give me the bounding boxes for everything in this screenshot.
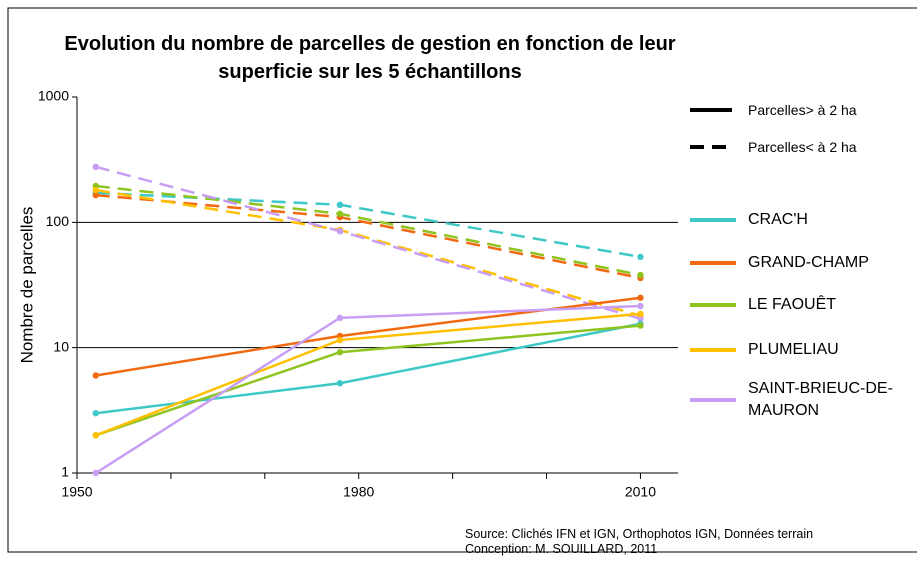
source: Conception: M. SOUILLARD, 2011: [465, 542, 658, 556]
point: [637, 253, 644, 261]
chart-title: Evolution du nombre de parcelles de gest…: [64, 33, 676, 83]
legend-label: GRAND-CHAMP: [748, 254, 869, 271]
y-tick-label: 10: [53, 338, 69, 354]
legend-label: PLUMELIAU: [748, 341, 839, 358]
y-axis-label: Nombre de parcelles: [17, 207, 36, 364]
point: [336, 336, 344, 344]
point: [336, 201, 344, 209]
series-line: [95, 304, 641, 475]
series-line: [95, 324, 641, 437]
point: [637, 271, 644, 279]
point: [637, 322, 644, 329]
legend-label: CRAC'H: [748, 211, 808, 228]
point: [336, 210, 344, 217]
x-tick-label: 1980: [343, 484, 374, 500]
point: [336, 314, 344, 322]
series-line-dashed: [95, 193, 641, 280]
point: [637, 302, 644, 310]
point: [637, 294, 644, 301]
legend-label: Parcelles< à 2 ha: [748, 139, 857, 155]
x-tick-label: 1950: [61, 484, 92, 500]
frame: [7, 7, 917, 553]
series-line-dashed: [95, 191, 641, 259]
point: [92, 469, 99, 477]
source: Source: Clichés IFN et IGN, Orthophotos …: [465, 527, 814, 541]
point: [637, 315, 644, 322]
y-tick-label: 1000: [38, 88, 69, 104]
point: [92, 191, 99, 199]
point: [336, 227, 344, 235]
point: [92, 372, 99, 379]
legend-label: Parcelles> à 2 ha: [748, 102, 857, 118]
point: [336, 349, 344, 356]
point: [92, 410, 99, 417]
legend-label: LE FAOUÊT: [748, 296, 837, 313]
y-tick-label: 100: [46, 213, 70, 229]
x-tick-label: 2010: [625, 484, 656, 500]
point: [92, 186, 99, 194]
y-tick-label: 1: [61, 464, 69, 480]
point: [637, 310, 644, 318]
point: [92, 163, 99, 171]
point: [92, 432, 99, 439]
point: [336, 380, 344, 387]
legend-label: SAINT-BRIEUC-DE-MAURON: [748, 380, 893, 419]
